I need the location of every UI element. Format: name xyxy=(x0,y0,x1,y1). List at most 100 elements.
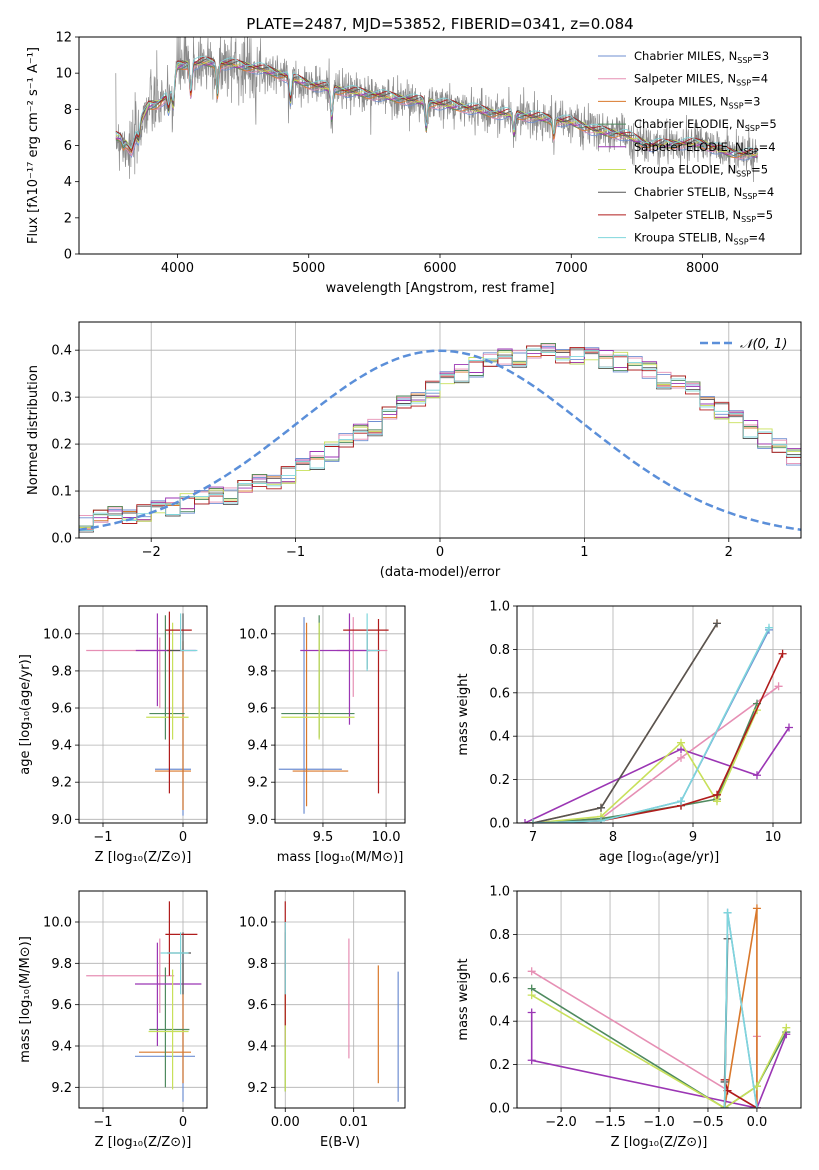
legend-label: Kroupa ELODIE, NSSP=5 xyxy=(634,163,768,179)
y-tick-label: 9.6 xyxy=(51,702,72,717)
x-axis-label: Z [log₁₀(Z/Z⊙)] xyxy=(95,1135,192,1150)
axes-frame xyxy=(274,890,406,1109)
series-kroupa-stelib xyxy=(720,908,761,1108)
x-tick-label: −1.0 xyxy=(643,1115,675,1130)
axes-residuals: −2 −1 0 1 2 0.0 0.1 0.2 0.3 0.4 (data-model)/error… xyxy=(26,321,802,580)
x-axis-label: E(B-V) xyxy=(320,1135,360,1150)
x-tick-label: 9 xyxy=(689,830,697,845)
model-spectrum-salpeter-miles xyxy=(115,61,758,160)
y-tick-label: 9.2 xyxy=(247,776,268,791)
axes-frame xyxy=(78,605,208,824)
y-tick-label: 9.4 xyxy=(247,739,268,754)
data-point-marker xyxy=(677,738,685,747)
legend-label: Chabrier STELIB, NSSP=4 xyxy=(634,185,774,201)
axes-frame xyxy=(78,36,802,255)
x-tick-label: −1.5 xyxy=(594,1115,626,1130)
x-tick-label: −1 xyxy=(93,1115,112,1130)
y-tick-label: 9.0 xyxy=(51,813,72,828)
plot-area-age-vs-Z xyxy=(86,611,198,816)
histogram-kroupa-stelib xyxy=(79,348,801,538)
axes-frame xyxy=(78,890,208,1109)
plot-area-age-vs-mass xyxy=(278,613,389,814)
data-point-marker xyxy=(527,967,536,976)
legend-label: Salpeter MILES, NSSP=4 xyxy=(634,72,768,88)
y-tick-label: 9.2 xyxy=(51,1081,72,1096)
x-tick-label: 2 xyxy=(725,545,733,560)
y-tick-label: 9.4 xyxy=(247,1040,268,1055)
y-axis-label: mass weight xyxy=(456,958,471,1040)
x-tick-label: 0.00 xyxy=(271,1115,300,1130)
legend-label: Chabrier MILES, NSSP=3 xyxy=(634,49,769,65)
spectrum-legend: Chabrier MILES, NSSP=3 Salpeter MILES, NS… xyxy=(598,49,777,247)
series-chabrier-stelib xyxy=(529,619,721,823)
data-point-marker xyxy=(765,623,773,632)
y-tick-label: 0.8 xyxy=(489,643,510,658)
x-tick-label: 7000 xyxy=(555,261,588,276)
y-tick-label: 1.0 xyxy=(489,885,510,900)
y-tick-label: 0.4 xyxy=(51,344,72,359)
y-tick-label: 10.0 xyxy=(239,916,268,931)
y-axis-label: Flux [fλ10⁻¹⁷ erg cm⁻² s⁻¹ A⁻¹] xyxy=(26,47,41,244)
y-tick-label: 0.2 xyxy=(489,773,510,788)
y-tick-label: 9.0 xyxy=(247,813,268,828)
axes-frame xyxy=(516,890,802,1109)
legend-label: Kroupa STELIB, NSSP=4 xyxy=(634,231,765,247)
y-tick-label: 0.3 xyxy=(51,391,72,406)
y-tick-label: 0.0 xyxy=(51,532,72,547)
errorbar-kroupa-stelib xyxy=(366,613,380,671)
x-axis-label: wavelength [Angstrom, rest frame] xyxy=(326,281,555,296)
data-point-marker xyxy=(785,723,793,732)
x-tick-label: 10 xyxy=(765,830,782,845)
data-point-marker xyxy=(527,991,536,1000)
y-tick-label: 10.0 xyxy=(239,627,268,642)
series-chabrier-elodie xyxy=(529,699,761,823)
series-line xyxy=(532,627,770,823)
normal-curve xyxy=(79,349,801,532)
series-salpeter-stelib xyxy=(529,649,787,823)
x-tick-label: −2 xyxy=(142,545,161,560)
data-point-marker xyxy=(753,771,761,780)
legend-label: Kroupa MILES, NSSP=3 xyxy=(634,94,760,110)
errorbar-kroupa-stelib xyxy=(160,932,189,995)
y-tick-label: 4 xyxy=(64,175,72,190)
series-kroupa-stelib xyxy=(529,623,773,823)
errorbar-salpeter-stelib xyxy=(165,901,198,976)
data-point-marker xyxy=(723,908,732,917)
errorbar-chabrier-elodie xyxy=(149,615,185,740)
model-spectrum-salpeter-elodie xyxy=(115,60,758,158)
y-axis-label: age [log₁₀(age/yr)] xyxy=(18,654,33,775)
model-spectrum-chabrier-stelib xyxy=(115,57,758,156)
model-spectrum-kroupa-elodie xyxy=(115,59,758,157)
x-tick-label: 0 xyxy=(179,1115,187,1130)
data-point-marker xyxy=(782,1023,791,1032)
y-tick-label: 0.4 xyxy=(489,730,510,745)
x-tick-label: 0.0 xyxy=(747,1115,768,1130)
y-tick-label: 10.0 xyxy=(43,916,72,931)
errorbar-chabrier-elodie xyxy=(149,967,190,1088)
series-kroupa-miles xyxy=(529,619,721,823)
y-tick-label: 12 xyxy=(55,31,72,46)
x-tick-label: 5000 xyxy=(292,261,325,276)
errorbar-kroupa-elodie xyxy=(281,622,355,740)
plot-area-weight-vs-Z xyxy=(527,904,791,1108)
y-axis-label: mass weight xyxy=(456,673,471,755)
axes-mass-vs-Z: −1 0 9.2 9.4 9.6 9.8 10.0 Z [log₁₀(Z/Z⊙)] mass [… xyxy=(18,890,208,1150)
plot-area-mass-vs-Z xyxy=(86,901,202,1102)
y-tick-label: 0.2 xyxy=(489,1058,510,1073)
errorbar-salpeter-stelib xyxy=(165,611,192,794)
data-point-marker xyxy=(521,819,529,823)
data-point-marker xyxy=(597,803,605,812)
data-point-marker xyxy=(720,1104,729,1108)
errorbar-salpeter-miles xyxy=(86,637,175,709)
axes-spectrum: 4000 5000 6000 7000 8000 0 2 4 6 8 10 12 wavelength … xyxy=(26,31,802,296)
y-tick-label: 0.2 xyxy=(51,438,72,453)
y-tick-label: 9.2 xyxy=(247,1081,268,1096)
errorbar-salpeter-stelib xyxy=(343,618,389,794)
errorbar-salpeter-miles xyxy=(336,617,388,697)
plot-area-residuals xyxy=(79,342,801,538)
data-point-marker xyxy=(778,649,787,658)
series-line xyxy=(532,629,770,823)
x-axis-label: age [log₁₀(age/yr)] xyxy=(599,850,720,865)
errorbar-kroupa-miles xyxy=(155,641,191,811)
legend-label: 𝒩(0, 1) xyxy=(740,337,787,352)
